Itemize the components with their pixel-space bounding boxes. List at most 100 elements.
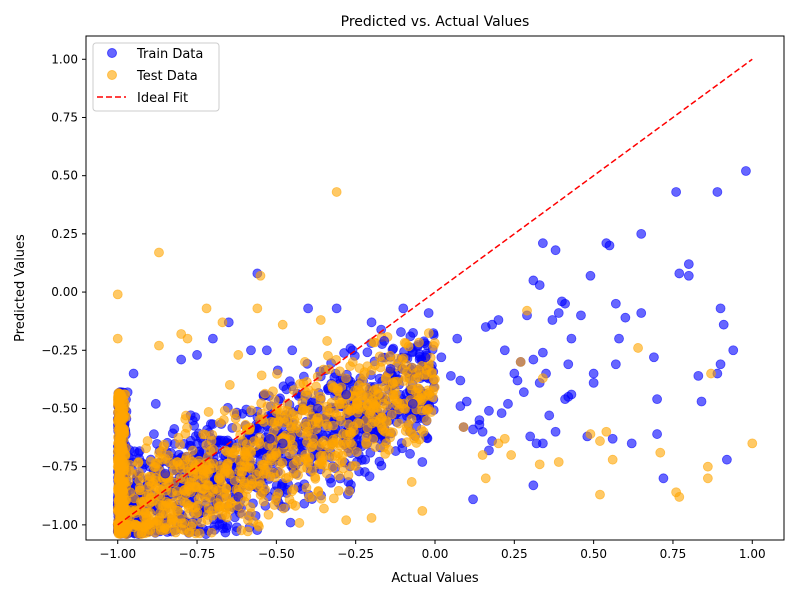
cloud-point xyxy=(275,459,285,470)
cloud-point xyxy=(364,471,375,482)
cloud-point xyxy=(219,435,229,446)
data-point xyxy=(522,305,532,316)
cloud-point xyxy=(203,407,214,417)
cloud-point xyxy=(114,466,125,477)
y-tick-label: 0.50 xyxy=(51,169,78,183)
data-point xyxy=(563,359,574,370)
data-point xyxy=(537,373,548,384)
cloud-point xyxy=(148,478,159,488)
data-point xyxy=(553,308,564,318)
cloud-point xyxy=(184,527,195,538)
legend-marker-test xyxy=(107,70,117,80)
legend-label-train: Train Data xyxy=(136,47,203,62)
cloud-point xyxy=(419,392,430,403)
cloud-point xyxy=(297,405,308,416)
cloud-point xyxy=(416,424,427,435)
cloud-point xyxy=(414,337,424,348)
cloud-point xyxy=(326,477,336,488)
cloud-point xyxy=(205,419,216,429)
data-point xyxy=(715,359,726,370)
x-axis-ticks: −1.00 −0.75 −0.50 −0.25 0.00 0.25 0.50 0.75 1.00 xyxy=(99,540,766,561)
y-axis-ticks: −1.00 −0.75 −0.50 −0.25 0.00 0.25 0.50 0.75 1.00 xyxy=(41,52,86,532)
legend: Train Data Test Data Ideal Fit xyxy=(92,42,220,112)
cloud-point xyxy=(119,389,130,400)
data-point xyxy=(506,450,517,460)
cloud-point xyxy=(332,386,343,397)
cloud-point xyxy=(119,428,130,439)
data-point xyxy=(452,333,463,344)
data-point xyxy=(499,345,510,356)
data-point xyxy=(718,319,729,330)
data-point xyxy=(128,368,139,379)
cloud-point xyxy=(118,412,129,423)
data-point xyxy=(741,166,751,176)
data-point xyxy=(331,303,342,314)
data-point xyxy=(468,494,478,505)
cloud-point xyxy=(246,405,257,416)
cloud-point xyxy=(115,510,126,521)
cloud-point xyxy=(405,331,416,342)
cloud-point xyxy=(229,408,240,419)
data-point xyxy=(588,377,599,388)
data-point xyxy=(436,352,447,363)
data-point xyxy=(341,389,352,400)
data-point xyxy=(658,473,669,484)
cloud-point xyxy=(333,470,344,481)
cloud-point xyxy=(181,410,191,421)
data-point xyxy=(480,322,491,332)
cloud-point xyxy=(335,440,346,451)
cloud-point xyxy=(369,337,380,348)
data-point xyxy=(166,515,177,526)
cloud-point xyxy=(206,527,217,538)
cloud-point xyxy=(217,509,228,520)
data-point xyxy=(588,368,599,379)
cloud-point xyxy=(427,392,438,403)
cloud-point xyxy=(396,327,406,337)
data-point xyxy=(610,359,621,370)
data-point xyxy=(455,375,466,386)
cloud-point xyxy=(288,409,299,420)
cloud-point xyxy=(153,515,164,526)
data-point xyxy=(398,303,409,314)
data-point xyxy=(674,268,685,279)
y-tick-label: 0.75 xyxy=(51,110,78,124)
data-point xyxy=(620,312,631,323)
data-point xyxy=(154,340,164,351)
x-tick-label: −1.00 xyxy=(99,547,136,561)
y-tick-label: −1.00 xyxy=(41,518,78,532)
legend-box xyxy=(92,42,220,112)
data-point xyxy=(636,228,647,239)
cloud-point xyxy=(266,416,277,427)
cloud-point xyxy=(236,525,247,536)
data-point xyxy=(366,512,377,523)
cloud-point xyxy=(133,458,144,468)
x-tick-label: −0.25 xyxy=(337,547,374,561)
data-point xyxy=(138,496,149,507)
data-point xyxy=(379,336,390,346)
cloud-point xyxy=(238,446,248,457)
cloud-point xyxy=(184,485,195,495)
data-point xyxy=(566,333,577,344)
cloud-point xyxy=(343,446,353,457)
data-point xyxy=(176,329,187,339)
cloud-point xyxy=(138,522,149,533)
cloud-point xyxy=(417,405,427,416)
cloud-point xyxy=(367,418,377,429)
cloud-point xyxy=(304,492,314,503)
cloud-point xyxy=(236,461,246,472)
data-point xyxy=(585,429,596,439)
data-point xyxy=(674,492,685,502)
cloud-point xyxy=(179,518,190,529)
cloud-point xyxy=(294,518,305,528)
cloud-point xyxy=(327,380,337,391)
data-point xyxy=(537,238,548,249)
cloud-point xyxy=(190,502,201,513)
cloud-point xyxy=(301,377,312,387)
data-point xyxy=(341,515,352,526)
data-point xyxy=(312,403,323,414)
data-point xyxy=(417,506,428,516)
data-point xyxy=(208,333,218,344)
cloud-point xyxy=(256,370,267,381)
x-tick-label: 0.00 xyxy=(422,547,449,561)
data-point xyxy=(265,433,275,444)
